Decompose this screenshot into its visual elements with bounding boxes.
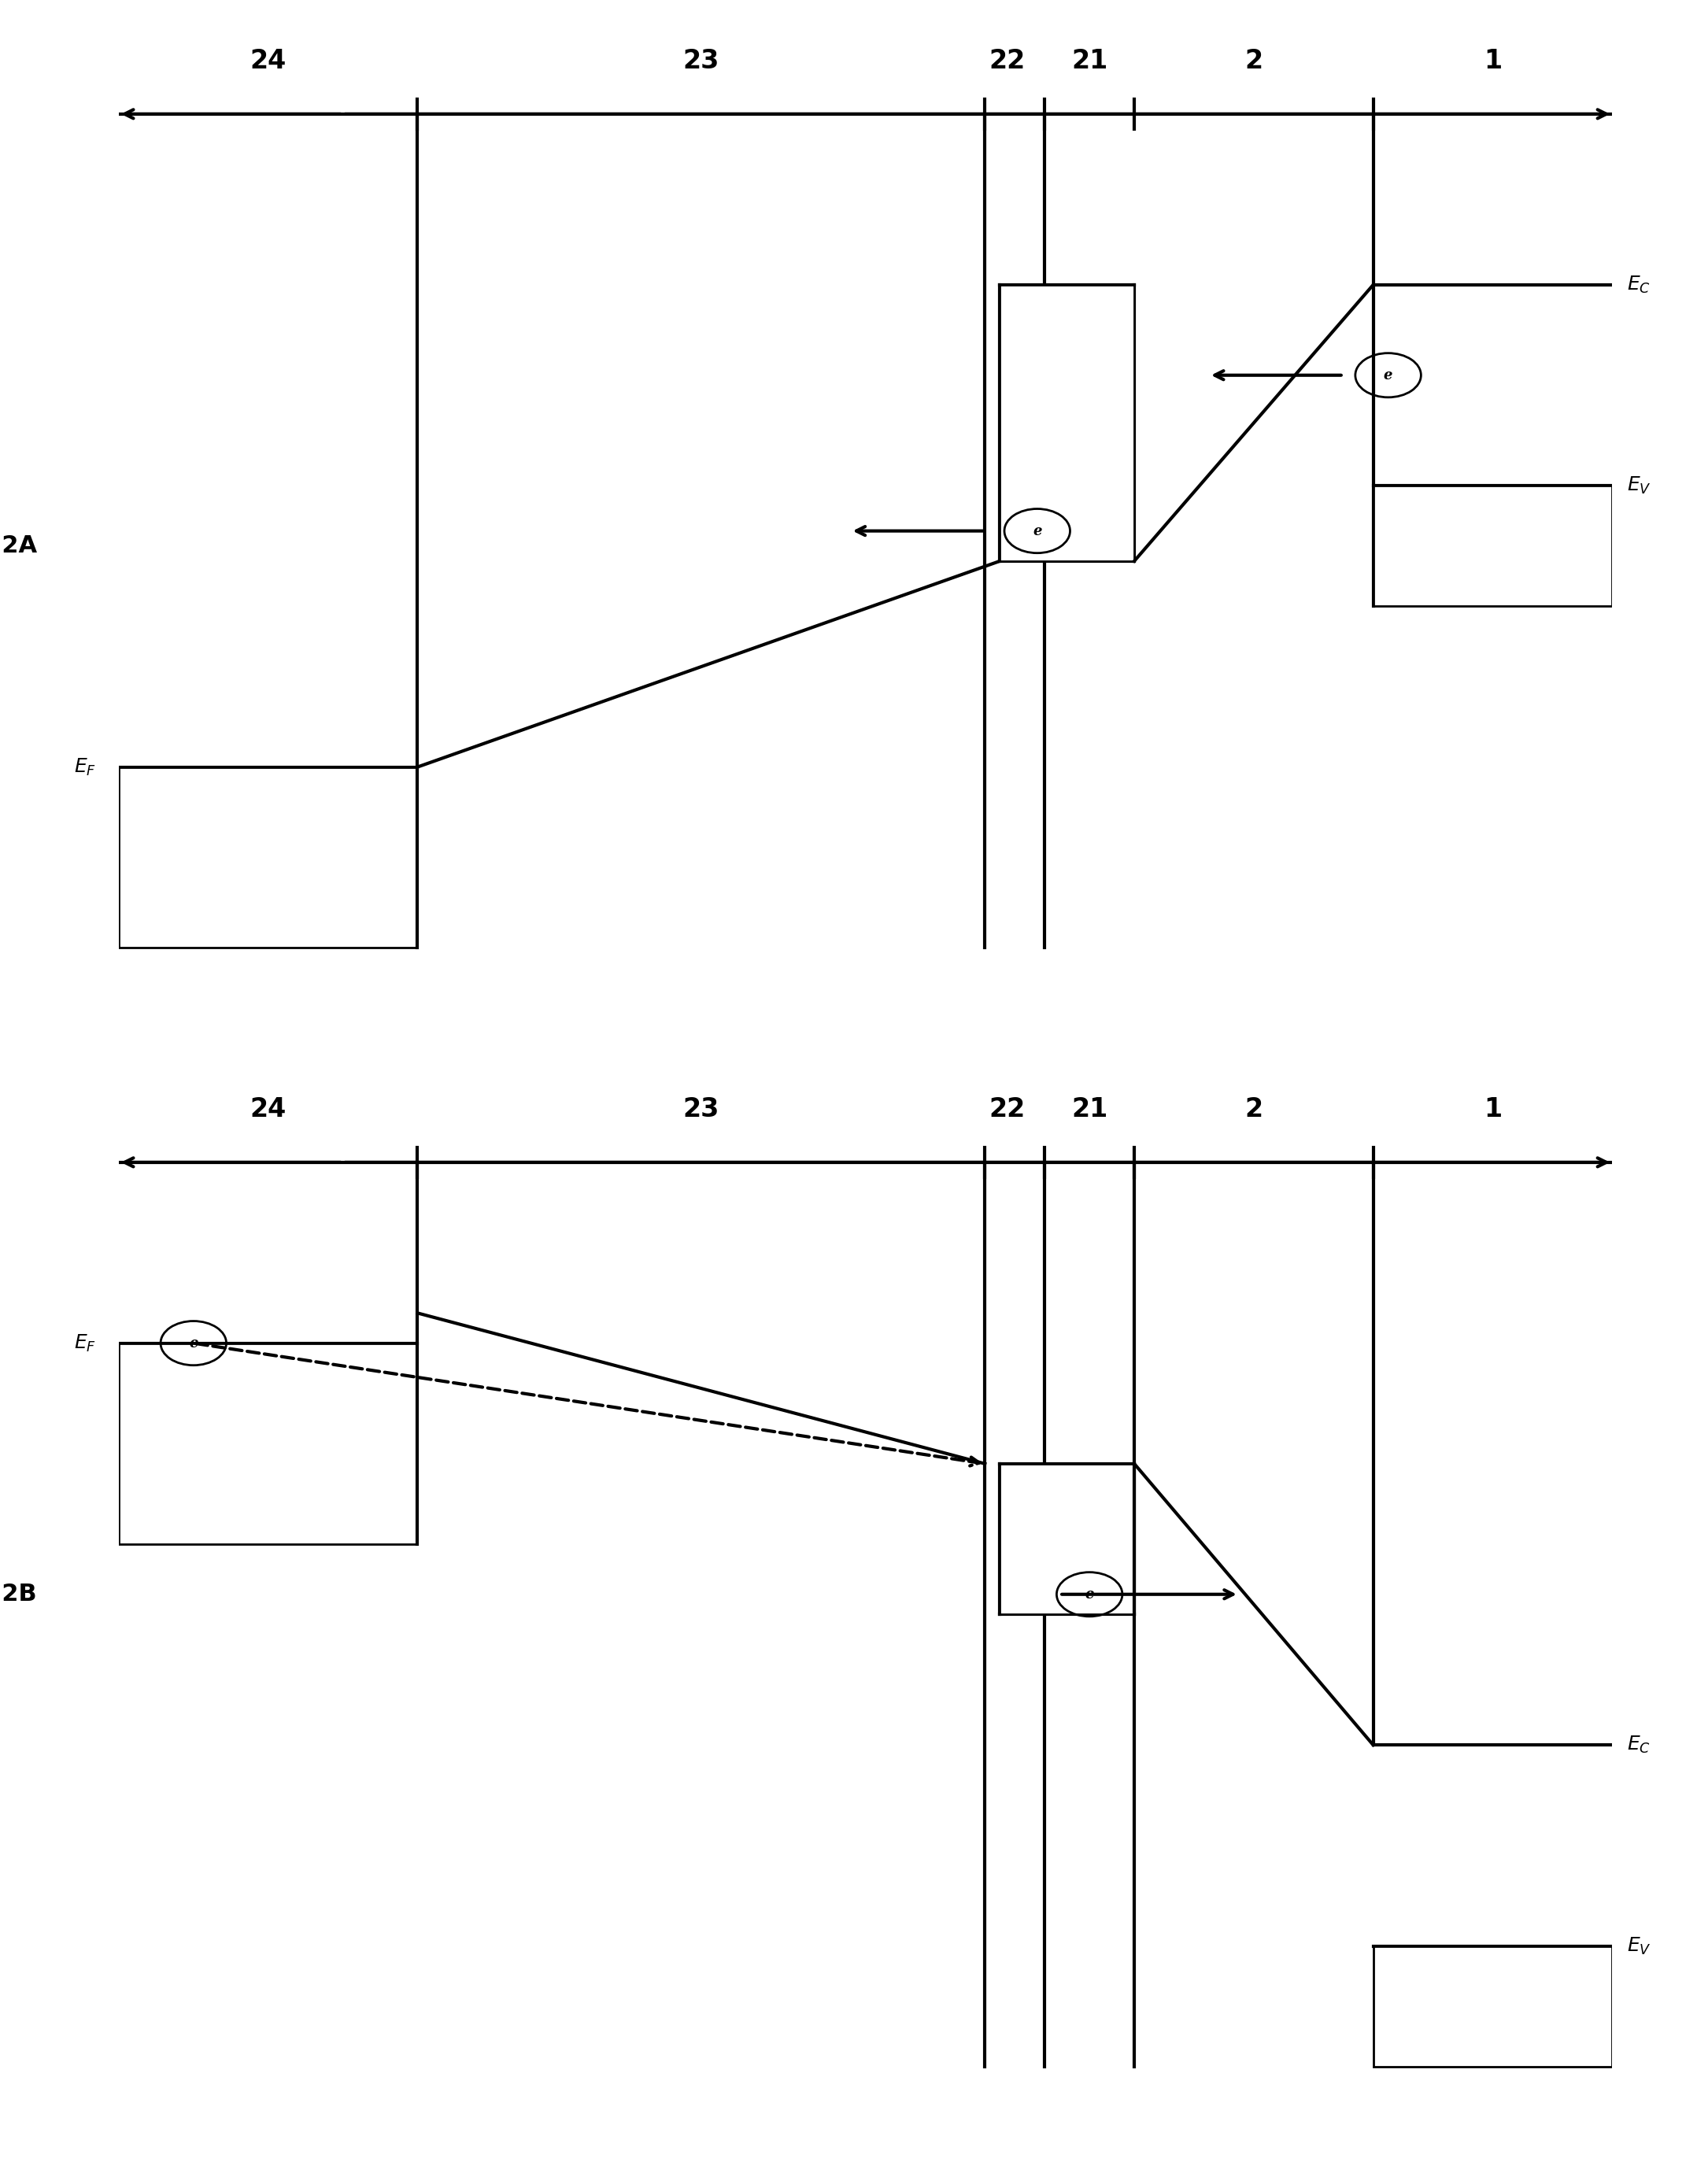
Text: $E_C$: $E_C$ (1627, 275, 1651, 295)
Text: 1: 1 (1483, 48, 1502, 74)
Text: 21: 21 (1071, 1096, 1108, 1123)
Bar (119, 1343, 417, 1544)
Text: 23: 23 (682, 48, 720, 74)
Bar (1000, 1463, 1134, 1614)
Bar (1373, 1946, 1612, 2066)
Bar (1373, 1946, 1612, 2066)
Bar (1373, 485, 1612, 607)
Text: $E_F$: $E_F$ (75, 756, 97, 778)
Bar (119, 1343, 417, 1544)
Text: $E_F$: $E_F$ (75, 1332, 97, 1354)
Text: e: e (1084, 1588, 1095, 1601)
Text: 23: 23 (682, 1096, 720, 1123)
Bar (1000, 1463, 1134, 1614)
Text: $E_V$: $E_V$ (1627, 1935, 1651, 1957)
Text: 21: 21 (1071, 48, 1108, 74)
Text: $E_C$: $E_C$ (1627, 1734, 1651, 1756)
Text: 22: 22 (989, 48, 1025, 74)
Text: FIG. 2B: FIG. 2B (0, 1583, 37, 1605)
Text: 24: 24 (249, 48, 287, 74)
Text: 2: 2 (1244, 1096, 1263, 1123)
Text: e: e (1033, 524, 1042, 537)
Bar (119, 767, 417, 948)
Bar (1000, 284, 1134, 561)
Text: 1: 1 (1483, 1096, 1502, 1123)
Text: e: e (188, 1337, 199, 1350)
Bar (119, 767, 417, 948)
Text: 2: 2 (1244, 48, 1263, 74)
Text: e: e (1383, 369, 1393, 382)
Text: FIG. 2A: FIG. 2A (0, 535, 37, 557)
Text: $E_V$: $E_V$ (1627, 476, 1651, 496)
Bar (1000, 284, 1134, 561)
Text: 24: 24 (249, 1096, 287, 1123)
Text: 22: 22 (989, 1096, 1025, 1123)
Bar (1373, 485, 1612, 607)
